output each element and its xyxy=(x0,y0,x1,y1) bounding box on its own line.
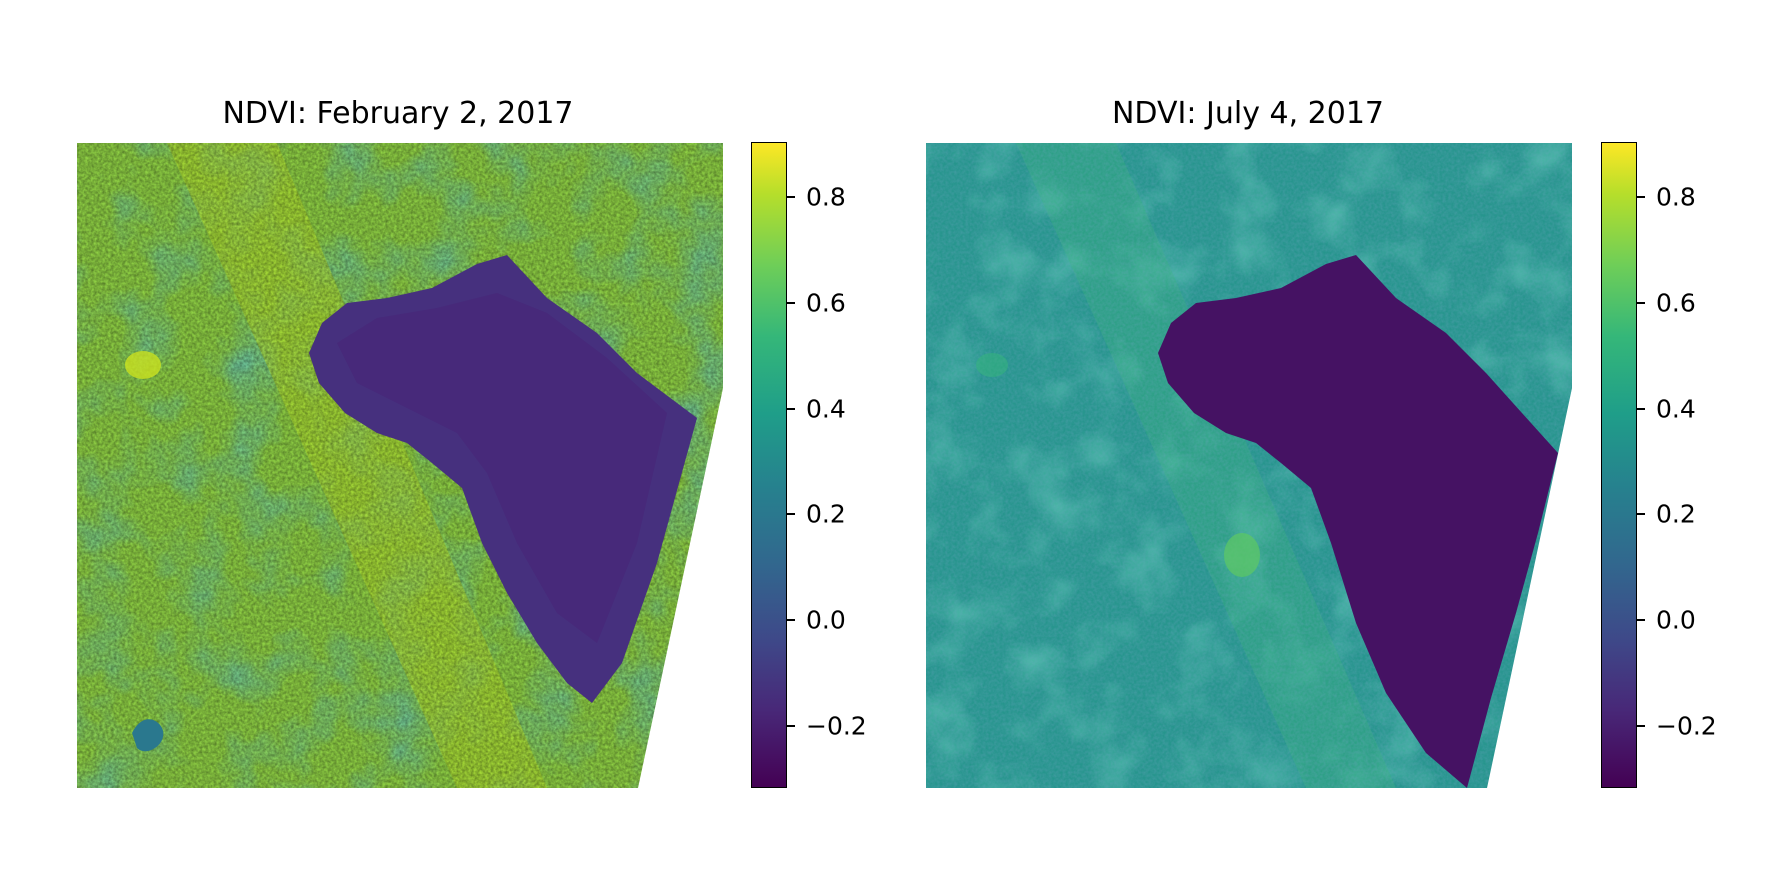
panel-2-tick-label: 0.8 xyxy=(1656,182,1696,212)
panel-2-tick xyxy=(1637,619,1645,621)
panel-1-tick-label: 0.6 xyxy=(806,288,846,318)
panel-2-tick-label: 0.6 xyxy=(1656,288,1696,318)
panel-1-tick-label: −0.2 xyxy=(806,711,867,741)
panel-2-tick xyxy=(1637,302,1645,304)
panel-1-tick xyxy=(787,513,795,515)
panel-1-tick-label: 0.2 xyxy=(806,499,846,529)
panel-1-tick xyxy=(787,725,795,727)
panel-2-colorbar xyxy=(1601,142,1637,788)
panel-1-tick-label: 0.8 xyxy=(806,182,846,212)
panel-1-tick xyxy=(787,619,795,621)
panel-2-tick-label: 0.0 xyxy=(1656,605,1696,635)
panel-2-lake xyxy=(1158,255,1558,788)
panel-2-tick-label: 0.4 xyxy=(1656,394,1696,424)
panel-2-tick xyxy=(1637,408,1645,410)
panel-2-ndvi-map xyxy=(926,143,1572,788)
panel-1-tick xyxy=(787,302,795,304)
panel-2-tick xyxy=(1637,513,1645,515)
panel-2-tick xyxy=(1637,196,1645,198)
panel-1-tick-label: 0.0 xyxy=(806,605,846,635)
panel-2-tick xyxy=(1637,725,1645,727)
panel-1-tick-label: 0.4 xyxy=(806,394,846,424)
panel-2-tick-label: −0.2 xyxy=(1656,711,1717,741)
panel-2-tick-label: 0.2 xyxy=(1656,499,1696,529)
panel-1-tick xyxy=(787,196,795,198)
panel-1-title: NDVI: February 2, 2017 xyxy=(222,96,574,131)
panel-1-tick xyxy=(787,408,795,410)
panel-1-ndvi-map xyxy=(77,143,723,788)
panel-1-colorbar xyxy=(751,142,787,788)
panel-2-title: NDVI: July 4, 2017 xyxy=(1111,96,1385,131)
